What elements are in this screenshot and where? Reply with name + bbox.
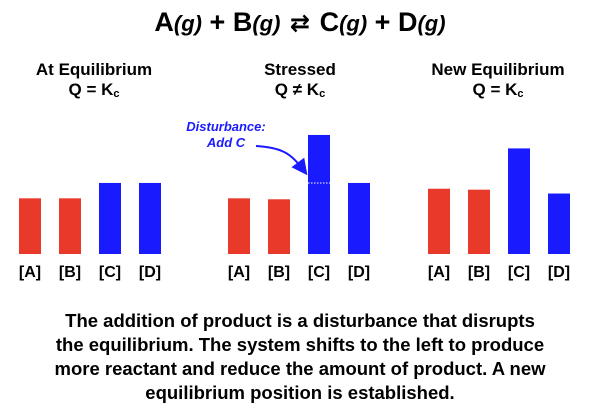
bar-new-equilibrium-a xyxy=(428,188,450,254)
reactant-b-state: (g) xyxy=(252,11,281,36)
bar-at-equilibrium-a xyxy=(19,198,41,254)
caption-line: equilibrium position is established. xyxy=(145,382,455,403)
equilibrium-arrow-icon: ⇄ xyxy=(289,10,311,37)
tick-label-at-equilibrium-b: [B] xyxy=(59,264,81,281)
tick-label-stressed-d: [D] xyxy=(348,264,370,281)
panel-condition: Q ≠ Kc xyxy=(274,80,326,100)
panel-title-new-equilibrium: New Equilibrium Q = Kc xyxy=(408,60,588,104)
bar-new-equilibrium-b xyxy=(468,189,490,254)
panel-condition: Q = Kc xyxy=(68,80,120,100)
bar-new-equilibrium-d xyxy=(548,193,570,254)
tick-label-at-equilibrium-c: [C] xyxy=(99,264,121,281)
bar-stressed-a xyxy=(228,198,250,254)
product-c-state: (g) xyxy=(339,11,368,36)
bar-stressed-c xyxy=(308,134,330,254)
tick-label-new-equilibrium-d: [D] xyxy=(548,264,570,281)
tick-label-at-equilibrium-d: [D] xyxy=(139,264,161,281)
panel-heading: At Equilibrium xyxy=(35,60,153,79)
reactant-a-state: (g) xyxy=(173,11,203,36)
concentration-charts: Disturbance: Add C [A] [B] [C] [D] [A] [B] [C]… xyxy=(19,119,570,281)
bar-at-equilibrium-b xyxy=(59,198,81,254)
caption-line: the equilibrium. The system shifts to th… xyxy=(55,334,545,355)
annotation-arrow-icon xyxy=(255,145,308,176)
tick-label-new-equilibrium-c: [C] xyxy=(508,264,530,281)
caption: The addition of product is a disturbance… xyxy=(0,309,600,405)
product-c: C xyxy=(319,7,340,37)
bar-at-equilibrium-c xyxy=(99,182,121,254)
tick-label-stressed-a: [A] xyxy=(228,264,250,281)
equation-title: A(g) + B(g) ⇄ C(g) + D(g) xyxy=(0,6,600,40)
tick-label-new-equilibrium-a: [A] xyxy=(428,264,450,281)
reactant-a: A xyxy=(154,7,174,37)
panel-title-equilibrium: At Equilibrium Q = Kc xyxy=(4,60,184,104)
panel-title-stressed: Stressed Q ≠ Kc xyxy=(210,60,390,104)
annotation-line-2: Add C xyxy=(206,135,246,150)
product-d-state: (g) xyxy=(417,11,446,36)
plus-sign-2: + xyxy=(374,7,391,37)
panel-heading: Stressed xyxy=(264,60,336,79)
tick-label-new-equilibrium-b: [B] xyxy=(468,264,490,281)
annotation-line-1: Disturbance: xyxy=(186,119,265,134)
bar-new-equilibrium-c xyxy=(508,148,530,254)
caption-line: more reactant and reduce the amount of p… xyxy=(54,358,546,379)
plus-sign-1: + xyxy=(209,7,226,37)
reactant-b: B xyxy=(232,7,253,37)
product-d: D xyxy=(397,7,418,37)
bar-stressed-d xyxy=(348,182,370,254)
tick-label-stressed-c: [C] xyxy=(308,264,330,281)
tick-label-stressed-b: [B] xyxy=(268,264,290,281)
tick-label-at-equilibrium-a: [A] xyxy=(19,264,41,281)
bar-at-equilibrium-d xyxy=(139,182,161,254)
bar-stressed-b xyxy=(268,199,290,254)
panel-condition: Q = Kc xyxy=(472,80,524,100)
panel-heading: New Equilibrium xyxy=(431,60,565,79)
caption-line: The addition of product is a disturbance… xyxy=(65,310,535,331)
